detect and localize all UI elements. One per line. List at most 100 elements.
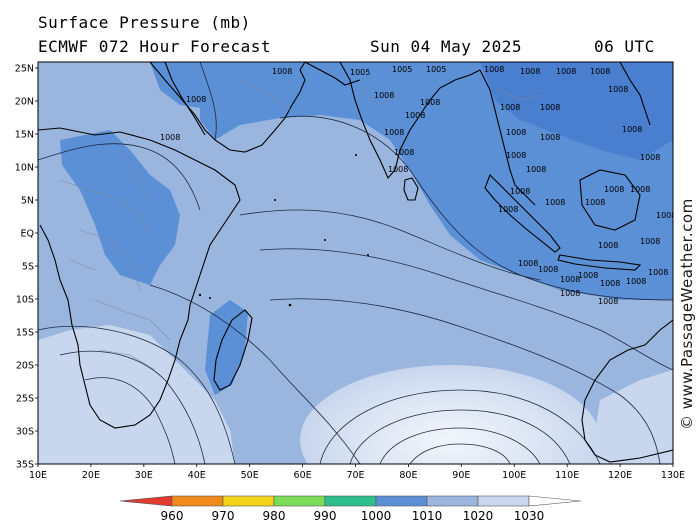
colorbar-segment: [273, 495, 326, 507]
lat-label: EQ: [21, 229, 34, 240]
lat-label: 25N: [15, 64, 34, 75]
colorbar-tick-label: 1030: [514, 509, 545, 523]
colorbar-tick-label: 1010: [412, 509, 443, 523]
lon-label: 30E: [135, 470, 153, 481]
isobar-label: 1008: [585, 198, 605, 207]
colorbar-segment: [324, 495, 377, 507]
isobar-label: 1008: [160, 133, 180, 142]
isobar-labels: 1008 1008 1008 1008 1008 1008 1008 1008 …: [160, 65, 676, 306]
isobar-label: 1008: [608, 85, 628, 94]
colorbar-tick-label: 990: [314, 509, 337, 523]
pressure-band-below-1010-arabia: [150, 62, 235, 110]
colorbar-tick-label: 1020: [463, 509, 494, 523]
coast-java: [557, 254, 642, 271]
colorbar-segment: [426, 495, 479, 507]
pressure-band-1020-australia: [590, 370, 673, 464]
colorbar-segment: [222, 495, 275, 507]
isobar-label: 1008: [394, 148, 414, 157]
isobar-label: 1005: [392, 65, 412, 74]
lon-label: 130E: [661, 470, 685, 481]
coastlines: [38, 62, 673, 463]
isobar-label: 1008: [506, 128, 526, 137]
isobar-label: 1008: [556, 67, 576, 76]
lat-label: 20S: [16, 361, 34, 372]
isobar-label: 1008: [484, 65, 504, 74]
isobar-label: 1008: [374, 91, 394, 100]
valid-time: 06 UTC: [594, 37, 655, 56]
isobar-label: 1005: [350, 68, 370, 77]
coast-sri-lanka: [403, 177, 419, 201]
lat-label: 35S: [16, 460, 34, 471]
watermark-text: © www.PassageWeather.com: [678, 198, 696, 430]
pressure-band-below-1010-madagascar: [205, 300, 248, 395]
axis-ticks: [35, 67, 674, 467]
isobar-label: 1008: [420, 98, 440, 107]
coast-australia: [581, 319, 673, 463]
lon-label: 20E: [82, 470, 100, 481]
lat-label: 20N: [15, 97, 34, 108]
isobar-label: 1008: [622, 125, 642, 134]
isobar-label: 1008: [510, 187, 530, 196]
isobar-label: 1008: [590, 67, 610, 76]
lon-label: 50E: [241, 470, 259, 481]
lat-label: 30S: [16, 427, 34, 438]
isobar-label: 1008: [388, 165, 408, 174]
coast-persia: [304, 62, 361, 86]
lon-label: 60E: [294, 470, 312, 481]
model-forecast-line: ECMWF 072 Hour Forecast: [38, 37, 272, 56]
colorbar-segment: [528, 495, 582, 507]
isobar-label: 1008: [272, 67, 292, 76]
pressure-band-1020-1030-ocean: [300, 365, 600, 464]
isobar-label: 1008: [520, 67, 540, 76]
valid-date: Sun 04 May 2025: [370, 37, 522, 56]
colorbar-segment: [171, 495, 224, 507]
map-title: Surface Pressure (mb): [38, 13, 251, 32]
lon-label: 70E: [346, 470, 364, 481]
isobar-label: 1008: [630, 185, 650, 194]
coast-philippines: [619, 62, 651, 126]
isobar-label: 1008: [538, 265, 558, 274]
lat-label: 10S: [16, 295, 34, 306]
lat-label: 25S: [16, 394, 34, 405]
lon-axis: 10E 20E 30E 40E 50E 60E 70E 80E 90E 100E 110E 120E 1…: [29, 470, 685, 481]
coast-se-asia: [479, 69, 536, 206]
lon-label: 80E: [399, 470, 417, 481]
isobars: [38, 62, 673, 464]
coast-madagascar: [213, 309, 253, 391]
coast-sumatra: [484, 174, 561, 253]
lon-label: 100E: [502, 470, 526, 481]
isobar-label: 1008: [640, 153, 660, 162]
islands: [198, 154, 369, 307]
pressure-band-1020-1030-africa: [38, 325, 235, 464]
map-body: 1008 1008 1008 1008 1008 1008 1008 1008 …: [38, 62, 676, 464]
isobar-label: 1008: [600, 279, 620, 288]
isobar-label: 1008: [598, 241, 618, 250]
isobar-label: 1008: [540, 133, 560, 142]
lon-label: 10E: [29, 470, 47, 481]
lat-label: 10N: [15, 163, 34, 174]
coast-red-sea: [164, 62, 206, 136]
lat-axis: 25N 20N 15N 10N 5N EQ 5S 10S 15S 20S 25S 30S 35S: [15, 64, 34, 471]
isobar-label: 1008: [526, 165, 546, 174]
isobar-label: 1008: [578, 271, 598, 280]
coast-africa: [38, 127, 241, 429]
lon-label: 120E: [608, 470, 632, 481]
isobar-label: 1005: [426, 65, 446, 74]
lat-label: 5N: [21, 196, 34, 207]
isobar-label: 1008: [506, 151, 526, 160]
colorbar-segment: [477, 495, 530, 507]
lon-label: 90E: [452, 470, 470, 481]
colorbar-segment: [119, 495, 173, 507]
lon-label: 40E: [188, 470, 206, 481]
isobar-label: 1008: [384, 128, 404, 137]
isobar-label: 1008: [626, 277, 646, 286]
colorbar-tick-label: 970: [212, 509, 235, 523]
colorbar-tick-label: 980: [263, 509, 286, 523]
isobar-label: 1008: [540, 103, 560, 112]
isobar-label: 1008: [545, 198, 565, 207]
colorbar-segment: [375, 495, 428, 507]
isobar-label: 1008: [656, 211, 676, 220]
isobar-label: 1008: [648, 268, 668, 277]
isobar-label: 1008: [518, 259, 538, 268]
